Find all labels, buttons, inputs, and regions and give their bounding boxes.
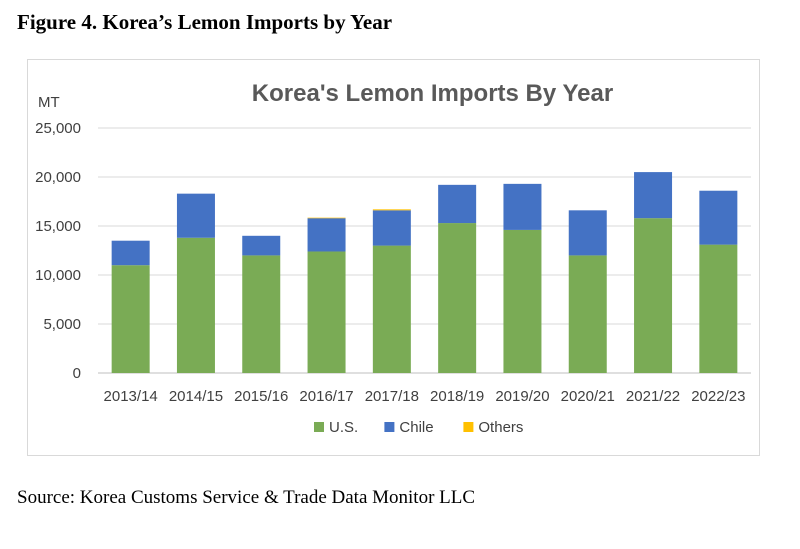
- bar-us: [568, 255, 607, 373]
- legend-swatch: [314, 422, 324, 432]
- legend-label: Chile: [399, 419, 433, 436]
- bar-others: [372, 209, 411, 211]
- x-tick-label: 2013/14: [104, 388, 158, 405]
- y-tick-label: 5,000: [43, 316, 81, 333]
- legend-swatch: [463, 422, 474, 432]
- chart-frame: Korea's Lemon Imports By Year MT 0 5,000 10,…: [27, 59, 760, 456]
- bar-chile: [634, 172, 673, 219]
- bar-us: [372, 245, 411, 373]
- y-tick-label: 0: [73, 365, 81, 382]
- x-tick-label: 2017/18: [365, 388, 419, 405]
- bar-chile: [438, 184, 477, 224]
- y-tick-label: 20,000: [35, 169, 81, 186]
- legend-label: Others: [478, 419, 523, 436]
- source-note: Source: Korea Customs Service & Trade Da…: [17, 487, 476, 508]
- stacked-bar-chart: Korea's Lemon Imports By Year MT 0 5,000 10,…: [35, 80, 751, 436]
- bar-chile: [111, 240, 150, 266]
- x-tick-label: 2016/17: [299, 388, 353, 405]
- x-tick-label: 2014/15: [169, 388, 223, 405]
- x-tick-label: 2022/23: [691, 388, 745, 405]
- bar-us: [242, 255, 281, 373]
- bar-others: [307, 217, 346, 219]
- bar-chile: [372, 210, 411, 246]
- bar-us: [503, 229, 542, 373]
- x-tick-label: 2020/21: [561, 388, 615, 405]
- bar-us: [699, 244, 738, 373]
- chart-title: Korea's Lemon Imports By Year: [252, 80, 613, 107]
- bar-us: [438, 223, 477, 373]
- y-tick-label: 25,000: [35, 120, 81, 137]
- legend-swatch: [384, 422, 395, 432]
- figure-title: Figure 4. Korea’s Lemon Imports by Year: [17, 10, 393, 34]
- x-tick-label: 2018/19: [430, 388, 484, 405]
- y-axis-label: MT: [38, 94, 60, 111]
- y-tick-label: 15,000: [35, 218, 81, 235]
- bar-us: [307, 251, 346, 373]
- bar-chile: [176, 193, 215, 238]
- bar-chile: [242, 235, 281, 256]
- bar-us: [111, 265, 150, 373]
- legend-label: U.S.: [329, 419, 358, 436]
- x-tick-label: 2019/20: [495, 388, 549, 405]
- x-tick-label: 2021/22: [626, 388, 680, 405]
- bar-chile: [503, 183, 542, 230]
- bar-us: [634, 218, 673, 373]
- x-tick-label: 2015/16: [234, 388, 288, 405]
- y-tick-label: 10,000: [35, 267, 81, 284]
- bar-chile: [307, 218, 346, 252]
- bar-chile: [568, 210, 607, 256]
- bar-chile: [699, 190, 738, 245]
- bar-us: [176, 237, 215, 373]
